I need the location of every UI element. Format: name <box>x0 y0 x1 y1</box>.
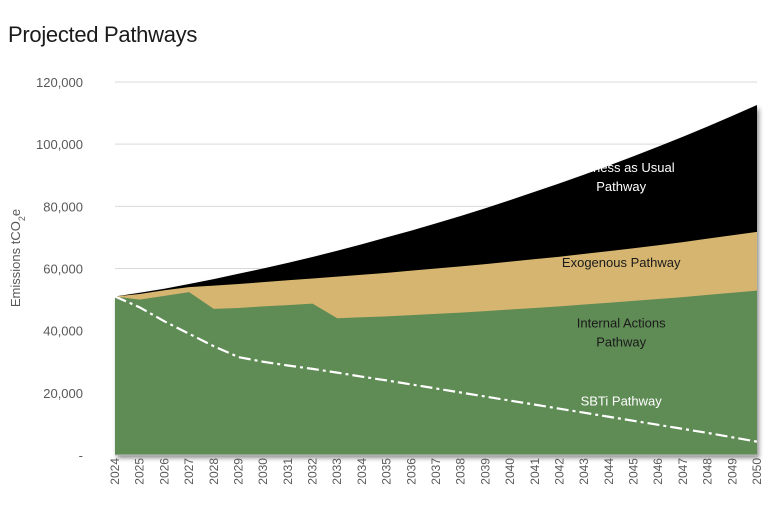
y-tick-label: 40,000 <box>43 324 83 339</box>
x-tick-label: 2039 <box>478 458 492 485</box>
x-tick-label: 2043 <box>577 458 591 485</box>
x-tick-label: 2045 <box>627 458 641 485</box>
x-tick-label: 2026 <box>157 458 171 485</box>
x-tick-label: 2038 <box>454 458 468 485</box>
label-layer: Business as Usual Pathway Exogenous Pathwa… <box>562 160 681 408</box>
x-tick-label: 2041 <box>528 458 542 485</box>
x-tick-label: 2035 <box>380 458 394 485</box>
x-tick-label: 2028 <box>207 458 221 485</box>
area-layer <box>115 105 757 456</box>
x-tick-label: 2037 <box>429 458 443 485</box>
y-tick-label: 80,000 <box>43 199 83 214</box>
x-tick-label: 2048 <box>701 458 715 485</box>
x-tick-label: 2050 <box>750 458 764 485</box>
x-tick-label: 2049 <box>725 458 739 485</box>
x-tick-label: 2040 <box>503 458 517 485</box>
y-tick-label: 100,000 <box>36 137 83 152</box>
x-tick-label: 2029 <box>231 458 245 485</box>
x-tick-label: 2024 <box>108 458 122 485</box>
x-tick-label: 2034 <box>355 458 369 485</box>
sbti-pathway-line <box>114 295 758 443</box>
x-tick-label: 2033 <box>330 458 344 485</box>
y-tick-label: 120,000 <box>36 75 83 90</box>
line-layer <box>114 295 758 443</box>
x-tick-label: 2027 <box>182 458 196 485</box>
axis-layer: - 20,000 40,000 60,000 80,000 100,000 120,000 2… <box>8 75 764 485</box>
y-tick-label: - <box>79 448 83 463</box>
sbti-pathway-label: SBTi Pathway <box>581 393 663 408</box>
x-tick-label: 2031 <box>281 458 295 485</box>
chart-title: Projected Pathways <box>8 22 198 47</box>
x-tick-label: 2032 <box>306 458 320 485</box>
x-tick-label: 2042 <box>552 458 566 485</box>
y-tick-label: 20,000 <box>43 386 83 401</box>
y-tick-label: 60,000 <box>43 262 83 277</box>
x-tick-label: 2025 <box>133 458 147 485</box>
business-as-usual-pathway-label: Business as Usual Pathway <box>568 160 675 194</box>
y-axis-label: Emissions tCO2e <box>8 209 27 307</box>
x-tick-label: 2030 <box>256 458 270 485</box>
x-tick-label: 2047 <box>676 458 690 485</box>
x-tick-label: 2046 <box>651 458 665 485</box>
exogenous-pathway-label: Exogenous Pathway <box>562 255 681 270</box>
x-tick-label: 2044 <box>602 458 616 485</box>
internal-actions-pathway-label: Internal Actions Pathway <box>577 315 666 349</box>
x-tick-label: 2036 <box>404 458 418 485</box>
